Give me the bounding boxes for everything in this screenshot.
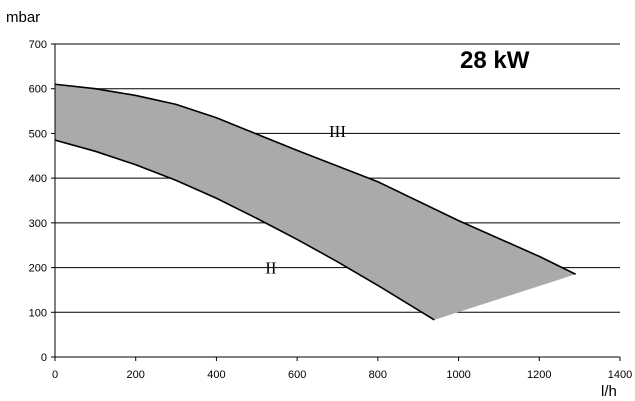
operating-range-fill: [55, 84, 576, 320]
x-tick-label-1000: 1000: [446, 369, 470, 381]
curves: [54, 83, 576, 321]
x-tick-label-400: 400: [207, 369, 225, 381]
y-axis-label: mbar: [6, 9, 40, 26]
curve-label-ii: II: [265, 259, 277, 278]
x-tick-label-1400: 1400: [608, 369, 632, 381]
power-annotation: 28 kW: [460, 47, 530, 74]
x-tick-label-800: 800: [369, 369, 387, 381]
y-tick-label-0: 0: [41, 352, 47, 364]
curve-iii: [54, 83, 576, 275]
x-tick-label-200: 200: [127, 369, 145, 381]
x-tick-label-600: 600: [288, 369, 306, 381]
tick-labels: 0 100 200 300 400 500 600 700 0 200 400 600 800 1000 1…: [29, 39, 633, 381]
y-tick-label-200: 200: [29, 263, 47, 275]
x-tick-label-0: 0: [52, 369, 58, 381]
y-tick-label-400: 400: [29, 173, 47, 185]
y-tick-label-700: 700: [29, 39, 47, 51]
curve-ii: [54, 139, 435, 321]
x-axis-label: l/h: [601, 383, 617, 400]
y-tick-label-600: 600: [29, 84, 47, 96]
y-tick-label-300: 300: [29, 218, 47, 230]
operating-range: [55, 84, 576, 320]
axes: [51, 43, 621, 361]
x-tick-label-1200: 1200: [527, 369, 551, 381]
y-tick-label-500: 500: [29, 128, 47, 140]
y-tick-label-100: 100: [29, 307, 47, 319]
curve-label-iii: III: [329, 122, 346, 141]
